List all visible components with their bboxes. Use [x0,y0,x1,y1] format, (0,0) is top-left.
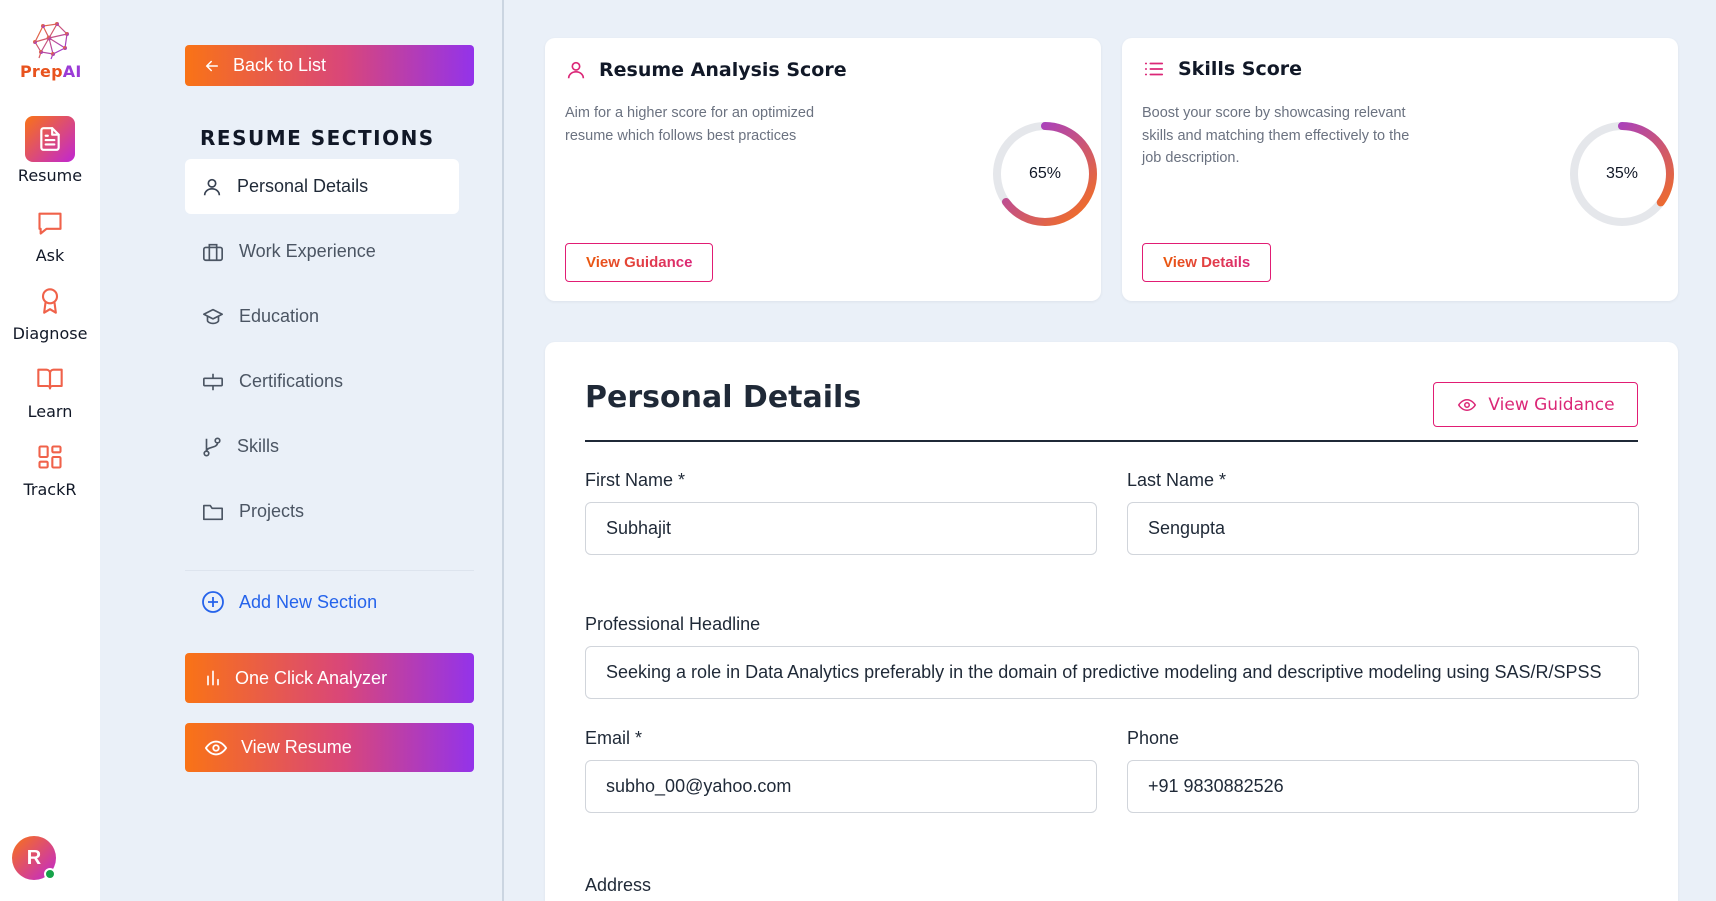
headline-label: Professional Headline [585,614,761,634]
professional-headline-field[interactable] [585,646,1639,699]
score-title-text: Skills Score [1178,58,1303,80]
score-title-text: Resume Analysis Score [599,59,847,81]
score-gauge: 35% [1566,118,1678,230]
rail-label-resume: Resume [17,166,83,185]
score-card-title: Skills Score [1142,58,1302,80]
section-item-label: Skills [237,436,280,456]
eye-icon [204,740,228,755]
gauge-arc [1570,122,1674,226]
view-guidance-button[interactable]: View Guidance [565,243,714,282]
first-name-label: First Name * [585,470,686,490]
icon-rail: PrepAI Resume Ask Diagnose Learn TrackR … [0,0,100,901]
first-name-field[interactable] [585,502,1097,555]
section-item-label: Personal Details [237,176,369,196]
section-item-certifications[interactable]: Certifications [185,354,459,409]
user-icon [203,178,221,195]
view-resume-button[interactable]: View Resume [185,723,474,772]
view-resume-label: View Resume [241,737,352,757]
briefcase-icon [203,243,223,261]
personal-details-card: Personal Details View Guidance First Nam… [545,342,1678,901]
section-item-label: Projects [239,501,305,521]
section-item-projects[interactable]: Projects [185,484,459,539]
score-card-title: Resume Analysis Score [565,58,847,82]
last-name-field[interactable] [1127,502,1639,555]
brain-network-icon [33,22,69,60]
one-click-analyzer-button[interactable]: One Click Analyzer [185,653,474,703]
online-status-dot [44,868,56,880]
email-label: Email * [585,728,643,748]
section-item-label: Education [239,306,320,326]
resume-sections-heading: RESUME SECTIONS [200,126,435,150]
section-item-skills[interactable]: Skills [185,419,459,474]
section-item-label: Certifications [239,371,344,391]
back-to-list-label: Back to List [233,55,327,75]
section-item-label: Work Experience [239,241,376,261]
document-icon [25,116,75,162]
logo-text: PrepAI [20,62,82,81]
view-details-button[interactable]: View Details [1142,243,1272,282]
section-item-education[interactable]: Education [185,289,459,344]
rail-item-ask[interactable]: Ask [0,200,100,265]
last-name-label: Last Name * [1127,470,1227,490]
score-percent: 65% [1028,165,1062,182]
plus-circle-icon [202,591,224,613]
score-percent: 35% [1605,165,1639,182]
section-divider [185,570,474,571]
skills-score-card: Skills Score Boost your score by showcas… [1122,38,1678,301]
graduation-cap-icon [203,308,223,324]
title-divider [585,440,1638,442]
avatar-initial: R [26,846,42,869]
phone-field[interactable] [1127,760,1639,813]
logo[interactable]: PrepAI [20,20,82,81]
section-item-personal-details[interactable]: Personal Details [185,159,459,214]
rail-item-resume[interactable]: Resume [0,116,100,185]
score-description: Boost your score by showcasing relevant … [1142,105,1410,166]
award-icon [25,278,75,324]
avatar[interactable]: R [12,836,56,880]
email-field[interactable] [585,760,1097,813]
section-item-work-experience[interactable]: Work Experience [185,224,459,279]
list-icon [1144,62,1164,76]
grid-icon [25,434,75,480]
resume-analysis-score-card: Resume Analysis Score Aim for a higher s… [545,38,1101,301]
gauge-arc [993,122,1097,226]
bar-chart-icon [207,670,219,686]
user-icon [567,61,585,79]
score-gauge: 65% [989,118,1101,230]
rail-item-learn[interactable]: Learn [0,356,100,421]
view-guidance-label: View Guidance [1488,394,1615,415]
eye-icon [1458,398,1477,411]
add-new-section-button[interactable]: Add New Section [185,585,377,619]
address-label: Address [585,875,652,895]
branch-icon [203,436,221,457]
rail-label-trackr: TrackR [23,480,77,499]
back-to-list-button[interactable]: Back to List [185,45,474,86]
rail-label-diagnose: Diagnose [12,324,88,343]
folder-icon [203,504,223,520]
rail-item-trackr[interactable]: TrackR [0,434,100,499]
page-title: Personal Details [585,380,862,415]
certificate-icon [203,373,223,390]
rail-label-learn: Learn [27,402,73,421]
phone-label: Phone [1127,728,1180,748]
rail-item-diagnose[interactable]: Diagnose [0,278,100,343]
view-guidance-button[interactable]: View Guidance [1433,382,1638,427]
book-icon [25,356,75,402]
rail-label-ask: Ask [35,246,65,265]
chat-icon [25,200,75,246]
one-click-analyzer-label: One Click Analyzer [235,667,388,688]
arrow-left-icon [205,60,218,71]
resume-sections-panel: Back to List RESUME SECTIONS Personal De… [100,0,504,901]
score-description: Aim for a higher score for an optimized … [565,105,815,144]
add-new-section-label: Add New Section [239,591,378,612]
